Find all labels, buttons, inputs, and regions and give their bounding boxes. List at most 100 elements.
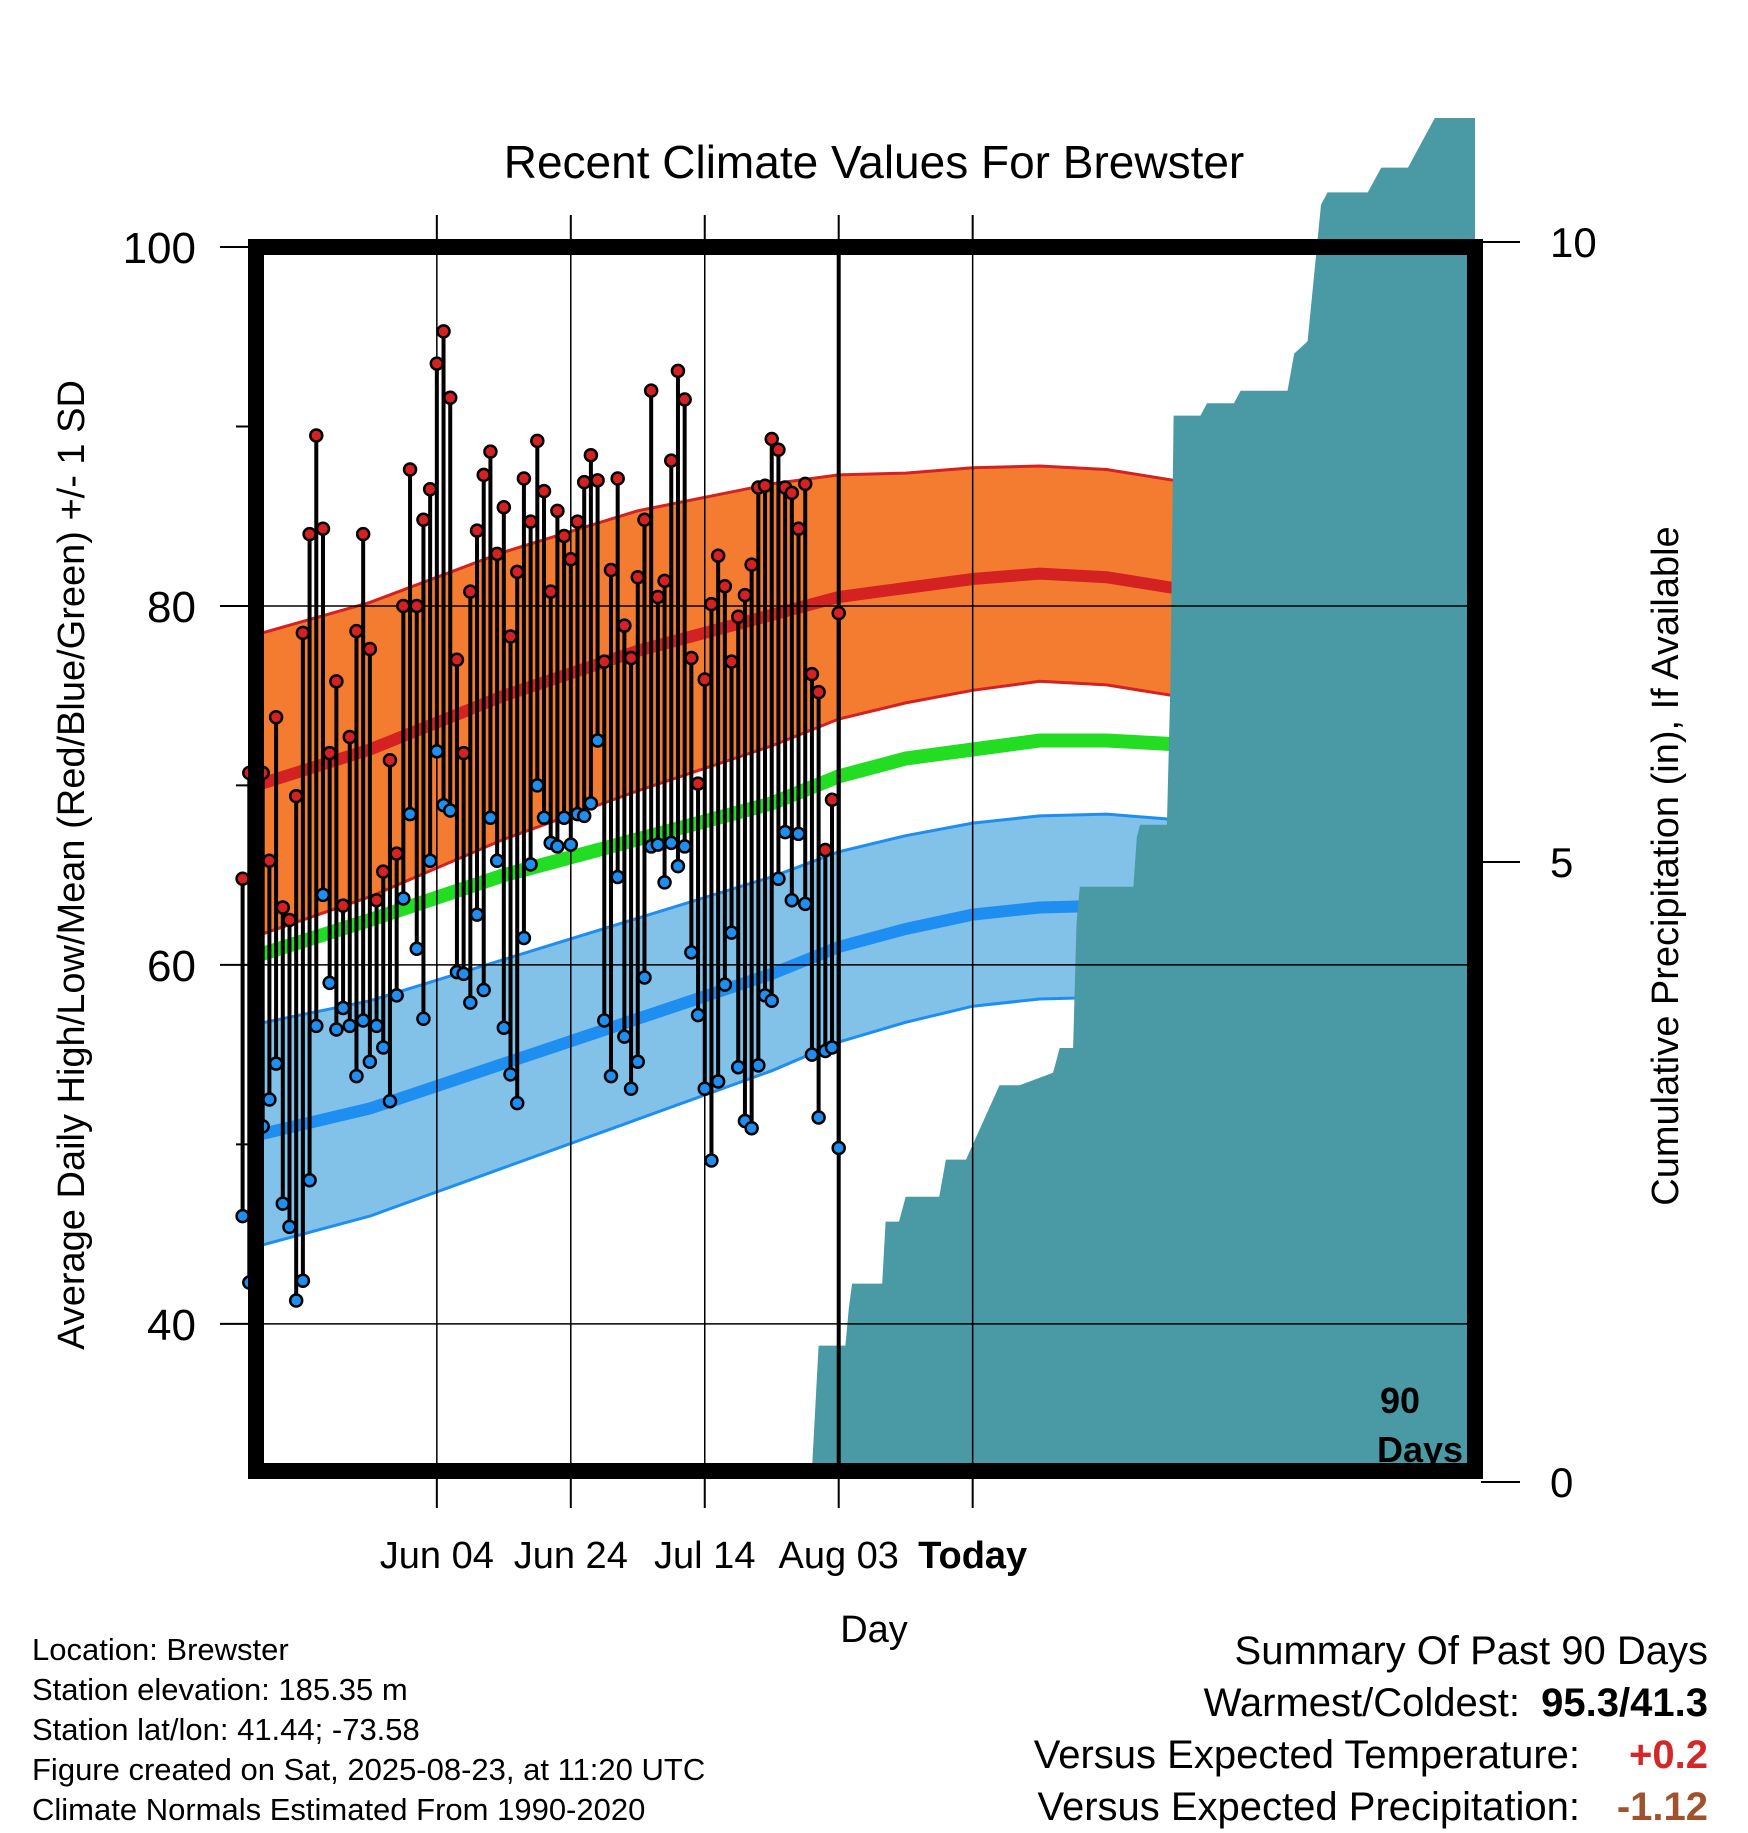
daily-low-point bbox=[670, 858, 686, 874]
daily-high-point bbox=[409, 598, 424, 614]
daily-low-point bbox=[824, 1040, 840, 1055]
y-axis-right-label: Cumulative Precipitation (in), If Availa… bbox=[1645, 526, 1687, 1205]
window-label-line1: 90 bbox=[1380, 1380, 1420, 1421]
daily-low-point bbox=[530, 778, 545, 793]
y-right-tick-label: 5 bbox=[1550, 839, 1573, 886]
daily-low-point bbox=[791, 826, 806, 842]
daily-low-point bbox=[456, 966, 471, 982]
daily-high-point bbox=[449, 652, 465, 668]
daily-high-point bbox=[543, 584, 558, 599]
daily-low-point bbox=[664, 835, 679, 851]
daily-high-point bbox=[469, 523, 485, 538]
daily-low-point bbox=[597, 1013, 612, 1028]
daily-high-point bbox=[322, 745, 337, 761]
daily-low-point bbox=[690, 1007, 706, 1023]
daily-low-point bbox=[657, 875, 672, 890]
x-tick-label: Jul 14 bbox=[654, 1535, 755, 1577]
daily-high-point bbox=[824, 792, 840, 808]
daily-high-point bbox=[630, 569, 646, 585]
cumulative-precip-area bbox=[256, 118, 1475, 1471]
x-axis-label: Day bbox=[840, 1609, 908, 1651]
daily-high-point bbox=[275, 900, 291, 915]
daily-low-point bbox=[697, 1081, 713, 1096]
daily-low-point bbox=[516, 930, 532, 946]
daily-low-point bbox=[489, 853, 505, 869]
daily-low-point bbox=[617, 1029, 632, 1044]
daily-high-point bbox=[302, 526, 317, 542]
daily-high-point bbox=[235, 871, 250, 886]
daily-low-point bbox=[302, 1173, 317, 1188]
daily-high-point bbox=[583, 447, 599, 463]
daily-low-point bbox=[469, 907, 485, 922]
summary-warmest-coldest: Warmest/Coldest: 95.3/41.3 bbox=[1034, 1677, 1708, 1729]
daily-high-point bbox=[717, 578, 733, 594]
daily-high-point bbox=[724, 654, 739, 669]
location-text: Location: Brewster bbox=[32, 1632, 289, 1667]
daily-low-point bbox=[509, 1095, 525, 1111]
daily-low-point bbox=[315, 887, 331, 903]
daily-high-point bbox=[530, 433, 545, 449]
daily-low-point bbox=[650, 837, 666, 852]
daily-high-point bbox=[288, 788, 304, 804]
daily-low-point bbox=[797, 896, 813, 912]
daily-low-point bbox=[262, 1092, 277, 1107]
daily-high-point bbox=[590, 473, 605, 488]
daily-high-point bbox=[784, 485, 800, 501]
daily-high-point bbox=[757, 478, 773, 493]
daily-high-point bbox=[335, 898, 351, 913]
daily-high-point bbox=[509, 564, 525, 580]
daily-low-point bbox=[610, 869, 625, 885]
daily-high-point bbox=[623, 650, 639, 666]
daily-values-layer bbox=[235, 324, 846, 1308]
daily-high-point bbox=[764, 431, 779, 447]
daily-high-point bbox=[811, 684, 826, 700]
daily-low-point bbox=[576, 808, 592, 824]
daily-high-point bbox=[771, 442, 786, 458]
normals-period-text: Climate Normals Estimated From 1990-2020 bbox=[32, 1792, 646, 1827]
daily-low-point bbox=[422, 853, 438, 869]
daily-low-point bbox=[503, 1067, 518, 1082]
daily-low-point bbox=[288, 1293, 304, 1308]
daily-low-point bbox=[322, 975, 337, 991]
daily-low-point bbox=[329, 1022, 344, 1037]
daily-high-point bbox=[442, 390, 458, 406]
daily-high-point bbox=[677, 392, 692, 407]
y-left-tick-label: 80 bbox=[147, 583, 196, 632]
daily-high-point bbox=[463, 584, 478, 599]
daily-high-point bbox=[369, 893, 384, 908]
daily-low-point bbox=[744, 1120, 759, 1136]
daily-low-point bbox=[523, 857, 538, 872]
y-left-tick-label: 60 bbox=[147, 942, 196, 991]
daily-low-point bbox=[389, 988, 404, 1003]
daily-high-point bbox=[422, 482, 438, 497]
daily-high-point bbox=[818, 842, 833, 858]
daily-high-point bbox=[429, 356, 445, 371]
daily-high-point bbox=[637, 512, 652, 528]
x-tick-label: Jun 24 bbox=[514, 1535, 628, 1577]
daily-high-point bbox=[597, 654, 612, 669]
summary-panel: Summary Of Past 90 Days Warmest/Coldest:… bbox=[1034, 1625, 1708, 1833]
daily-low-point bbox=[590, 733, 605, 748]
axes-layer: Jun 04 Jun 24 Jul 14 Aug 03 Today 40 60 80 100 0 5… bbox=[123, 215, 1597, 1577]
daily-low-point bbox=[309, 1018, 324, 1034]
daily-high-point bbox=[362, 641, 378, 657]
daily-high-point bbox=[262, 853, 277, 869]
precip-departure-label: Versus Expected Precipitation: bbox=[1037, 1785, 1580, 1829]
daily-high-point bbox=[416, 512, 431, 528]
daily-high-point bbox=[329, 674, 344, 689]
daily-low-point bbox=[483, 810, 498, 825]
x-tick-label: Jun 04 bbox=[380, 1535, 494, 1577]
x-tick-label: Aug 03 bbox=[778, 1535, 898, 1577]
daily-high-point bbox=[650, 589, 666, 605]
daily-high-point bbox=[744, 557, 759, 572]
daily-low-point bbox=[764, 993, 779, 1009]
y-right-tick-label: 0 bbox=[1550, 1459, 1573, 1506]
daily-low-point bbox=[342, 1018, 358, 1034]
daily-high-point bbox=[315, 521, 331, 537]
daily-low-point bbox=[382, 1094, 398, 1109]
daily-low-point bbox=[429, 744, 445, 759]
daily-low-point bbox=[295, 1273, 311, 1289]
daily-high-point bbox=[710, 548, 726, 563]
daily-high-point bbox=[536, 483, 552, 499]
